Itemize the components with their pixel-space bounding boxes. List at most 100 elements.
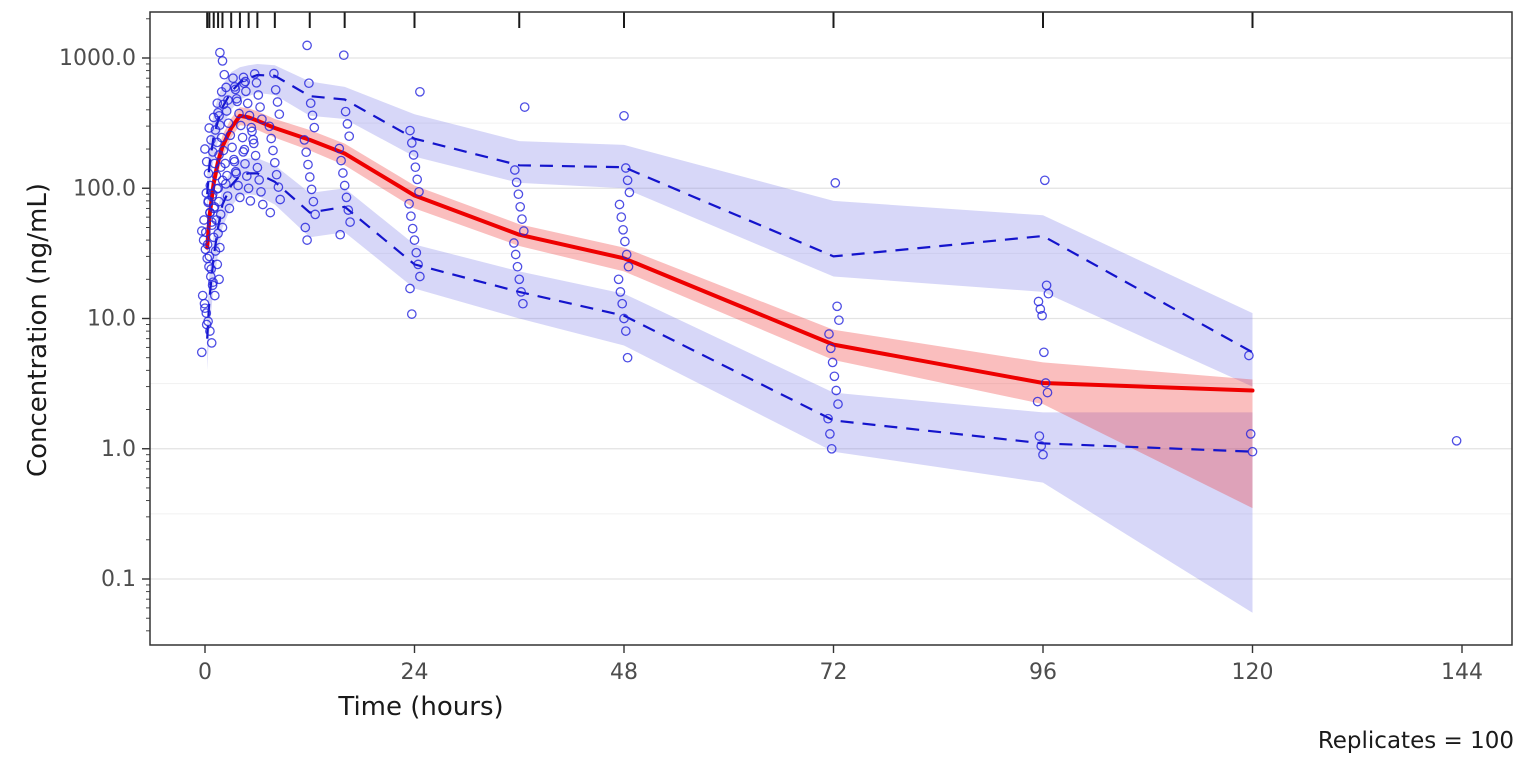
- observation-point: [218, 145, 229, 156]
- observation-point: [239, 78, 249, 89]
- observation-point: [235, 192, 245, 203]
- observation-point: [215, 242, 225, 253]
- observation-point: [1041, 280, 1052, 291]
- observation-point: [405, 125, 415, 136]
- observation-point: [304, 78, 314, 89]
- observation-point: [829, 371, 840, 382]
- observation-point: [224, 203, 235, 214]
- observation-point: [620, 163, 631, 173]
- x-tick-label: 144: [1441, 660, 1483, 685]
- observation-point: [275, 194, 286, 205]
- observation-point: [826, 443, 837, 454]
- observation-point: [302, 235, 312, 245]
- observation-point: [254, 175, 265, 185]
- observation-point: [201, 308, 212, 318]
- observation-point: [306, 184, 317, 195]
- observation-point: [214, 196, 224, 207]
- x-axis-title-text: Time (hours): [338, 692, 504, 722]
- observation-point: [514, 274, 525, 285]
- observation-point: [616, 212, 627, 222]
- observation-point: [617, 298, 628, 309]
- observation-point: [217, 56, 228, 66]
- observation-point: [231, 168, 242, 179]
- p95-dashed-line: [206, 73, 1254, 354]
- observation-point: [220, 179, 231, 189]
- observation-point: [229, 156, 240, 167]
- observation-point: [1034, 431, 1045, 441]
- panel-border: [149, 11, 1513, 646]
- observation-point: [622, 175, 633, 186]
- observation-point: [517, 214, 527, 224]
- observation-point: [199, 215, 209, 225]
- observation-point: [299, 135, 310, 145]
- observation-point: [827, 357, 838, 368]
- observation-point: [240, 158, 250, 169]
- observation-point: [302, 40, 312, 51]
- observation-point: [405, 283, 415, 294]
- observation-point: [235, 120, 246, 131]
- observation-point: [204, 123, 215, 133]
- observation-point: [414, 186, 424, 197]
- observation-point: [614, 199, 625, 210]
- observation-point: [200, 144, 210, 154]
- observation-point: [411, 247, 422, 258]
- observation-point: [339, 180, 350, 191]
- observation-point: [202, 253, 213, 264]
- observation-point: [214, 274, 224, 285]
- observation-point: [216, 132, 227, 143]
- observation-point: [204, 251, 215, 262]
- observation-point: [832, 301, 842, 312]
- y-tick-label: 1000.0: [59, 46, 136, 71]
- observation-point: [215, 209, 226, 220]
- observation-point: [515, 201, 526, 212]
- observation-point: [205, 271, 216, 282]
- observation-point: [196, 226, 207, 236]
- observation-point: [203, 196, 214, 206]
- x-tick-label: 72: [820, 660, 848, 685]
- observation-point: [825, 343, 836, 354]
- observation-point: [1033, 296, 1044, 307]
- observation-point: [211, 170, 222, 181]
- observation-point: [335, 229, 346, 240]
- observation-point: [209, 290, 220, 301]
- observation-point: [624, 187, 635, 198]
- observation-point: [831, 385, 842, 396]
- observation-point: [251, 77, 262, 88]
- observation-point: [825, 429, 835, 439]
- observation-point: [410, 162, 421, 173]
- median-band: [207, 107, 1253, 509]
- observation-point: [217, 222, 228, 233]
- observation-point: [238, 72, 249, 83]
- observation-point: [268, 145, 278, 156]
- observation-point: [232, 96, 243, 107]
- observation-point: [613, 274, 624, 285]
- observation-point: [619, 110, 629, 121]
- observation-point: [266, 133, 277, 144]
- observation-point: [265, 207, 276, 218]
- x-tick-label: 120: [1232, 660, 1274, 685]
- observation-point: [341, 192, 352, 203]
- observation-point: [309, 122, 320, 133]
- observation-point: [222, 191, 233, 201]
- observation-point: [233, 180, 243, 191]
- observation-point: [619, 313, 629, 324]
- observation-point: [223, 118, 234, 129]
- observation-point: [228, 73, 238, 84]
- observation-point: [253, 90, 264, 100]
- observation-point: [1451, 435, 1462, 446]
- observation-point: [1032, 396, 1043, 407]
- observation-point: [823, 413, 833, 424]
- observation-point: [256, 186, 266, 197]
- observation-point: [245, 196, 256, 206]
- observation-point: [518, 298, 528, 309]
- observation-point: [519, 102, 530, 112]
- observation-point: [406, 211, 416, 222]
- observation-point: [834, 315, 844, 326]
- observation-point: [214, 120, 225, 131]
- observation-point: [620, 326, 631, 336]
- observation-point: [206, 264, 217, 274]
- observation-point: [248, 138, 259, 149]
- observation-point: [225, 130, 236, 141]
- upper-percentile-band: [207, 64, 1253, 387]
